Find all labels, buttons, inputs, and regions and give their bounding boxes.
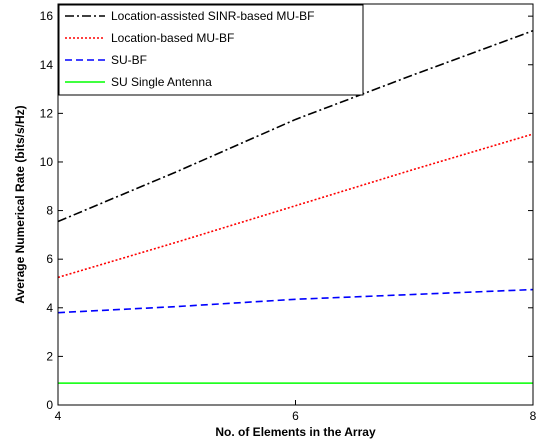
series-layer <box>57 29 534 384</box>
legend-entry-3: SU-BF <box>111 53 147 67</box>
y-tick-label: 8 <box>46 204 53 218</box>
y-tick-label: 6 <box>46 252 53 266</box>
x-axis-title: No. of Elements in the Array <box>215 425 376 439</box>
axes-layer: 4 6 8 0 2 4 6 8 10 12 14 16 <box>40 3 537 423</box>
y-tick-label: 2 <box>46 349 53 363</box>
legend-entry-1: Location-assisted SINR-based MU-BF <box>111 9 314 23</box>
x-tick-label: 8 <box>530 409 537 423</box>
x-tick-label: 4 <box>55 409 62 423</box>
y-tick-label: 14 <box>40 58 54 72</box>
series-line-3 <box>57 288 534 314</box>
series-line-2 <box>57 133 534 279</box>
y-tick-label: 10 <box>40 155 54 169</box>
y-tick-label: 16 <box>40 9 54 23</box>
y-tick-label: 4 <box>46 301 53 315</box>
legend: Location-assisted SINR-based MU-BF Locati… <box>58 4 364 96</box>
y-axis-title: Average Numerical Rate (bits/s/Hz) <box>13 105 27 303</box>
series-line-1 <box>57 29 534 223</box>
x-tick-label: 6 <box>292 409 299 423</box>
y-tick-label: 0 <box>46 398 53 412</box>
legend-box <box>58 4 364 96</box>
legend-entry-4: SU Single Antenna <box>111 75 212 89</box>
legend-entry-2: Location-based MU-BF <box>111 31 234 45</box>
y-tick-label: 12 <box>40 106 54 120</box>
